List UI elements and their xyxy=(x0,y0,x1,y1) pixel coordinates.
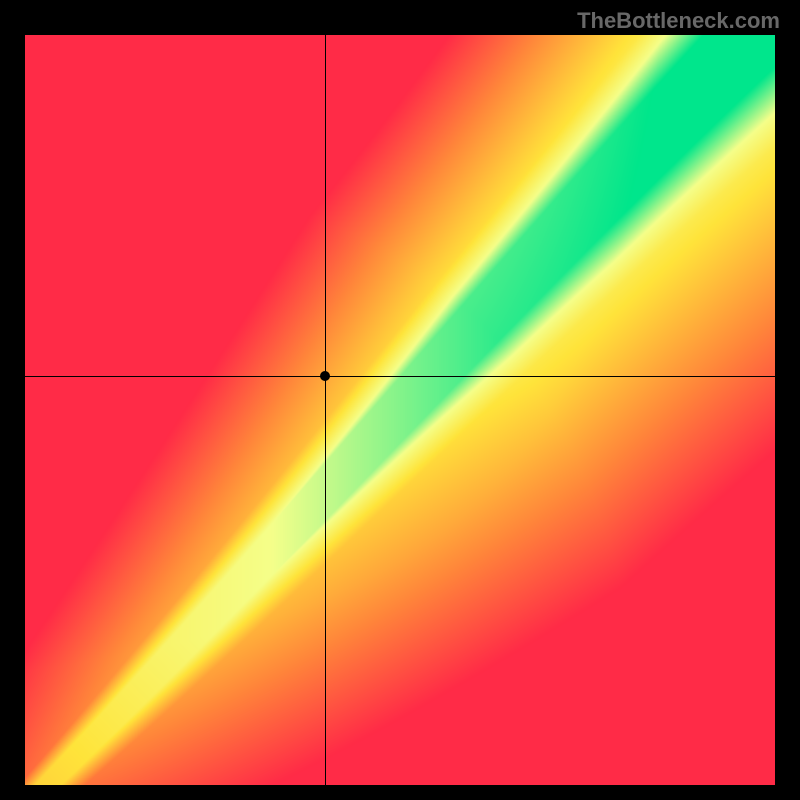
heatmap-plot xyxy=(25,35,775,785)
watermark-text: TheBottleneck.com xyxy=(577,8,780,34)
crosshair-horizontal xyxy=(25,376,775,377)
heatmap-canvas xyxy=(25,35,775,785)
crosshair-marker xyxy=(320,371,330,381)
crosshair-vertical xyxy=(325,35,326,785)
